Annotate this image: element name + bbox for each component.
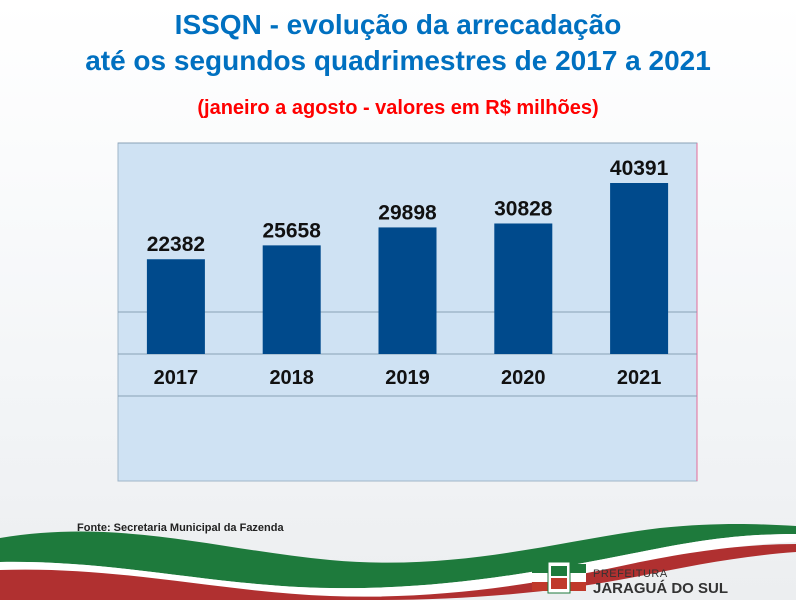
category-label: 2020	[501, 367, 546, 389]
bar-2017	[146, 259, 205, 354]
bar-2021	[610, 183, 669, 354]
data-label: 25658	[262, 219, 321, 242]
data-label: 40391	[610, 157, 669, 180]
chart-subtitle: (janeiro a agosto - valores em R$ milhõe…	[197, 97, 599, 119]
category-label: 2018	[269, 367, 314, 389]
category-label: 2021	[617, 367, 662, 389]
category-labels: 2017 2018 2019 2020 2021	[154, 367, 662, 389]
category-label: 2017	[154, 367, 199, 389]
prefeitura-logo: PREFEITURA JARAGUÁ DO SUL	[530, 558, 730, 598]
wave-green	[0, 524, 796, 589]
data-label: 22382	[147, 233, 205, 256]
logo-city-text: JARAGUÁ DO SUL	[593, 580, 729, 597]
bar-2018	[262, 245, 321, 354]
bar-2019	[378, 227, 437, 354]
source-note: Fonte: Secretaria Municipal da Fazenda	[77, 522, 284, 534]
logo-prefeitura-text: PREFEITURA	[593, 568, 668, 580]
chart-title: ISSQN - evolução da arrecadação	[174, 9, 622, 40]
data-label: 29898	[378, 201, 437, 224]
footer-wave-decoration	[0, 524, 796, 600]
data-label: 30828	[494, 197, 553, 220]
category-label: 2019	[385, 367, 430, 389]
value-labels: 22382 25658 29898 30828 40391	[147, 157, 669, 256]
bar-2020	[494, 223, 553, 354]
flag-emblem-icon	[532, 561, 586, 594]
chart-title-line2: até os segundos quadrimestres de 2017 a …	[85, 45, 711, 76]
wave-red	[0, 544, 796, 600]
bars	[146, 183, 669, 354]
wave-white	[0, 534, 796, 600]
